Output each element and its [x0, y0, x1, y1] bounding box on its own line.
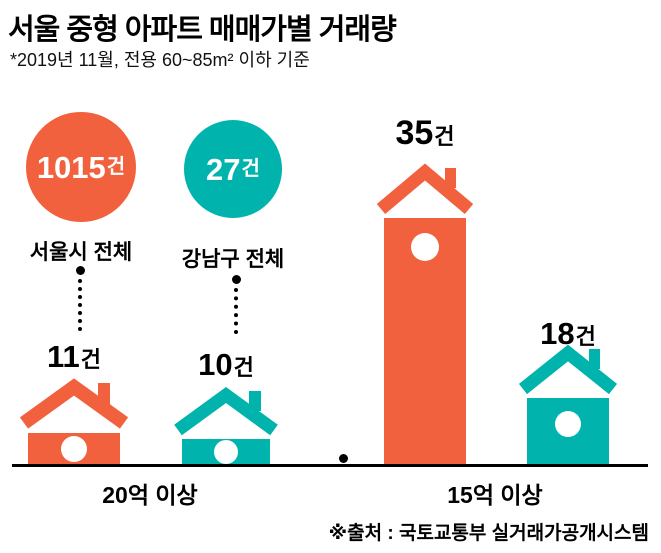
dotted-connector-gangnam — [231, 275, 241, 334]
legend-label-gangnam: 강남구 전체 — [181, 248, 285, 271]
bar-unit: 건 — [434, 124, 455, 149]
house-bar-icon-seoul-20 — [19, 378, 129, 465]
bar-value-seoul-20: 11건 — [16, 341, 132, 374]
bar-unit: 건 — [80, 347, 102, 372]
connector-dot — [75, 266, 85, 275]
gangnam-total-unit: 건 — [241, 158, 260, 180]
bar-value-gangnam-20: 10건 — [170, 349, 282, 382]
seoul-total-value: 1015 — [36, 149, 106, 185]
dotted-connector-seoul — [75, 266, 85, 331]
house-bar-icon-seoul-15 — [376, 163, 474, 465]
bar-number: 11 — [46, 339, 80, 374]
house-bar-icon-gangnam-20 — [174, 386, 278, 465]
connector-dot — [231, 275, 241, 284]
bar-number: 10 — [198, 347, 233, 382]
category-label-15: 15억 이상 — [447, 482, 543, 508]
legend-label-seoul: 서울시 전체 — [29, 241, 133, 264]
house-bar-icon-gangnam-15 — [518, 344, 618, 465]
bar-unit: 건 — [575, 324, 596, 349]
connector-dotted-line — [234, 288, 238, 334]
page-title: 서울 중형 아파트 매매가별 거래량 — [8, 14, 397, 46]
bar-unit: 건 — [233, 355, 254, 380]
bar-number: 18 — [540, 316, 575, 351]
connector-dotted-line — [78, 279, 82, 331]
gangnam-total-value: 27 — [206, 151, 241, 187]
source-credit: ※출처 : 국토교통부 실거래가공개시스템 — [328, 523, 649, 544]
chart-subtitle: *2019년 11월, 전용 60~85m² 이하 기준 — [10, 50, 310, 70]
category-label-20: 20억 이상 — [102, 482, 198, 508]
bar-value-seoul-15: 35건 — [372, 116, 478, 151]
total-bubble-gangnam: 27 건 — [184, 120, 282, 218]
total-bubble-seoul: 1015 건 — [26, 112, 136, 222]
axis-divider-dot — [339, 454, 348, 463]
bar-number: 35 — [395, 114, 434, 152]
seoul-total-unit: 건 — [106, 156, 126, 178]
bar-value-gangnam-15: 18건 — [516, 318, 620, 351]
x-axis-line — [12, 464, 648, 467]
